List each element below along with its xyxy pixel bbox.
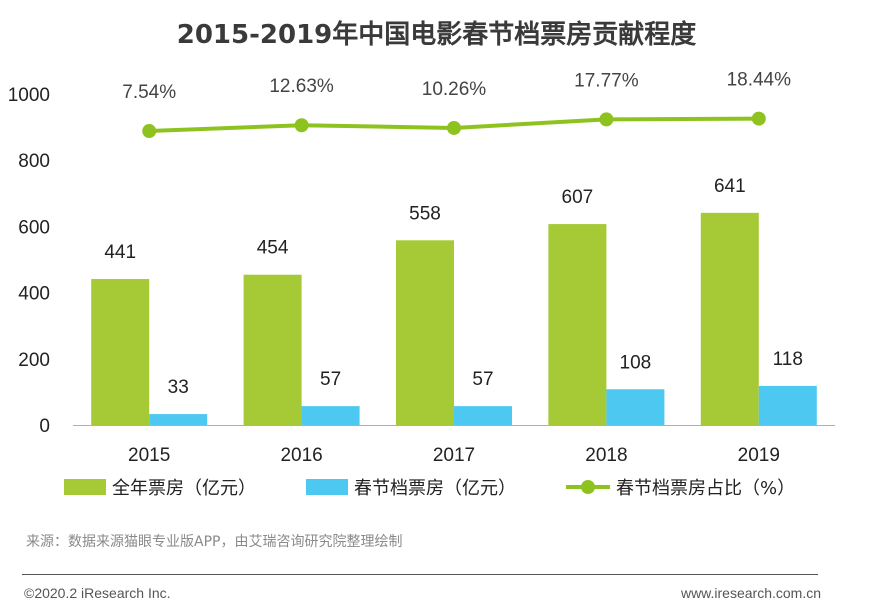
share-label: 17.77% (574, 70, 639, 91)
bar-spring-box-office (758, 385, 817, 425)
legend-item-spring-share: 春节档票房占比（%） (566, 474, 795, 500)
y-tick-label: 600 (18, 217, 50, 238)
legend-item-spring-box-office: 春节档票房（亿元） (306, 474, 516, 500)
share-point (447, 120, 461, 135)
website-link[interactable]: www.iresearch.com.cn (680, 585, 821, 601)
y-tick-label: 1000 (8, 85, 50, 106)
data-label: 454 (257, 238, 289, 259)
data-label: 607 (562, 187, 594, 208)
legend-swatch-green (64, 479, 106, 495)
footer-divider (22, 574, 818, 575)
share-label: 7.54% (122, 82, 176, 103)
legend-label: 全年票房（亿元） (112, 478, 256, 499)
data-label: 558 (409, 203, 441, 224)
legend-label: 春节档票房占比（%） (616, 478, 796, 499)
legend-line-marker (566, 479, 610, 495)
bar-spring-box-office (454, 406, 512, 425)
x-tick-label: 2018 (585, 445, 627, 466)
bar-spring-box-office (606, 389, 665, 425)
data-label: 57 (472, 369, 493, 390)
bar-spring-box-office (301, 406, 360, 425)
share-label: 10.26% (422, 79, 487, 100)
y-tick-label: 400 (18, 284, 50, 305)
x-tick-label: 2016 (280, 445, 322, 466)
source-note: 来源：数据来源猫眼专业版APP，由艾瑞咨询研究院整理绘制 (26, 534, 403, 550)
chart-title: 2015-2019年中国电影春节档票房贡献程度 (176, 20, 697, 50)
share-label: 12.63% (269, 76, 334, 97)
data-label: 57 (320, 369, 341, 390)
bar-total-box-office (243, 274, 302, 425)
legend: 全年票房（亿元） 春节档票房（亿元） 春节档票房占比（%） (0, 474, 873, 504)
x-tick-label: 2017 (433, 445, 475, 466)
y-tick-label: 800 (18, 151, 50, 172)
data-label: 108 (620, 352, 652, 373)
copyright: ©2020.2 iResearch Inc. (24, 585, 171, 601)
share-label: 18.44% (727, 70, 792, 91)
legend-label: 春节档票房（亿元） (354, 478, 516, 499)
combo-chart: 0 200 400 600 800 1000 441 33 2015 454 57 2016 558 57… (8, 70, 835, 466)
share-point (599, 112, 614, 127)
bar-total-box-office (396, 240, 454, 425)
share-point (142, 124, 157, 139)
legend-swatch-blue (306, 479, 348, 495)
x-tick-label: 2019 (738, 445, 780, 466)
data-label: 641 (714, 176, 746, 197)
legend-item-total-box-office: 全年票房（亿元） (64, 474, 256, 500)
bar-total-box-office (700, 212, 759, 425)
x-tick-label: 2015 (128, 445, 170, 466)
y-tick-label: 0 (39, 416, 50, 437)
bar-total-box-office (548, 224, 607, 425)
y-tick-label: 200 (18, 350, 50, 371)
share-point (751, 111, 766, 126)
bar-spring-box-office (149, 414, 208, 425)
data-label: 118 (773, 349, 803, 370)
bar-total-box-office (91, 279, 150, 425)
data-label: 441 (104, 242, 136, 263)
data-label: 33 (168, 377, 189, 398)
share-point (294, 118, 309, 133)
